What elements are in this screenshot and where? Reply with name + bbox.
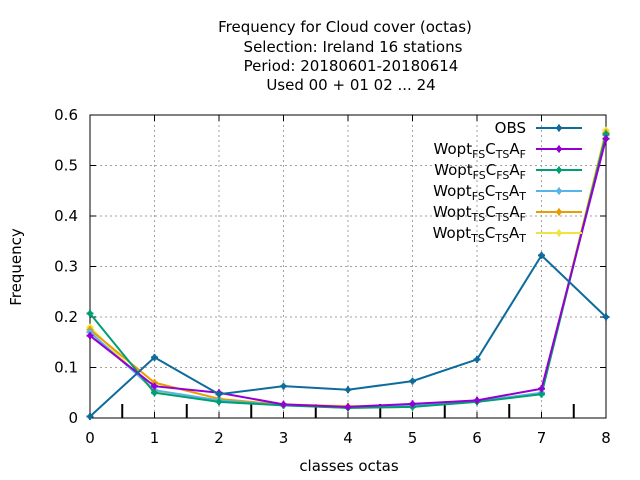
data-point	[86, 412, 94, 420]
data-point	[280, 382, 287, 390]
y-tick-label: 0.3	[54, 258, 78, 276]
data-point	[409, 400, 416, 408]
x-tick-label: 1	[150, 429, 160, 447]
legend-entry: OBS	[495, 119, 582, 137]
legend-marker	[555, 229, 563, 237]
x-tick-label: 6	[472, 429, 482, 447]
data-point	[151, 389, 158, 397]
legend-marker	[555, 208, 563, 216]
chart-title: Frequency for Cloud cover (octas) Select…	[218, 18, 472, 94]
y-tick-label: 0.5	[54, 157, 78, 175]
legend-entry: WoptTSCTSAF	[433, 203, 582, 224]
legend-label: WoptFSCTSAT	[433, 182, 526, 203]
data-point	[409, 377, 416, 385]
title-line-3: Period: 20180601-20180614	[244, 57, 459, 75]
data-point	[215, 390, 223, 398]
series-wopt-fs-cts-af	[86, 135, 610, 411]
series-obs	[86, 251, 610, 420]
title-line-2: Selection: Ireland 16 stations	[244, 38, 463, 56]
legend-marker	[555, 187, 563, 195]
y-tick-label: 0	[68, 409, 78, 427]
data-point	[151, 353, 158, 361]
legend: OBSWoptFSCTSAFWoptFSCFSAFWoptFSCTSATWopt…	[433, 119, 582, 245]
x-tick-label: 7	[537, 429, 547, 447]
x-axis-label: classes octas	[299, 457, 399, 475]
legend-label: OBS	[495, 119, 526, 137]
legend-marker	[555, 124, 563, 132]
data-point	[602, 313, 610, 321]
x-tick-label: 2	[214, 429, 224, 447]
data-point	[215, 398, 223, 406]
title-line-1: Frequency for Cloud cover (octas)	[218, 18, 472, 36]
y-tick-label: 0.6	[54, 106, 78, 124]
y-tick-label: 0.4	[54, 207, 78, 225]
legend-entry: WoptFSCTSAT	[433, 182, 582, 203]
legend-label: WoptFSCFSAF	[434, 161, 526, 182]
y-tick-label: 0.2	[54, 308, 78, 326]
series-group	[86, 126, 610, 420]
legend-entry: WoptFSCFSAF	[434, 161, 582, 182]
legend-marker	[555, 145, 563, 153]
y-tick-label: 0.1	[54, 359, 78, 377]
data-point	[538, 251, 545, 259]
data-point	[86, 309, 94, 317]
data-point	[473, 355, 481, 363]
legend-label: WoptFSCTSAF	[434, 140, 526, 161]
legend-entry: WoptTSCTSAT	[433, 224, 582, 245]
x-tick-label: 8	[601, 429, 611, 447]
data-point	[344, 403, 352, 411]
data-point	[280, 400, 287, 408]
data-point	[602, 135, 610, 143]
y-axis-ticks: 0 0.1 0.2 0.3 0.4 0.5 0.6	[54, 106, 606, 427]
y-axis-label: Frequency	[7, 228, 25, 306]
legend-label: WoptTSCTSAT	[433, 224, 527, 245]
x-tick-label: 3	[279, 429, 289, 447]
x-tick-label: 4	[343, 429, 353, 447]
data-point	[344, 386, 352, 394]
x-tick-label: 0	[85, 429, 95, 447]
x-tick-label: 5	[408, 429, 418, 447]
legend-marker	[555, 166, 563, 174]
title-line-4: Used 00 + 01 02 ... 24	[266, 76, 435, 94]
legend-label: WoptTSCTSAF	[433, 203, 526, 224]
data-point	[538, 385, 545, 393]
legend-entry: WoptFSCTSAF	[434, 140, 582, 161]
grid	[90, 115, 606, 418]
data-point	[473, 396, 481, 404]
data-point	[151, 382, 158, 390]
data-point	[86, 332, 94, 340]
x-axis-ticks: 0 1 2 3 4 5 6 7 8	[85, 115, 611, 447]
